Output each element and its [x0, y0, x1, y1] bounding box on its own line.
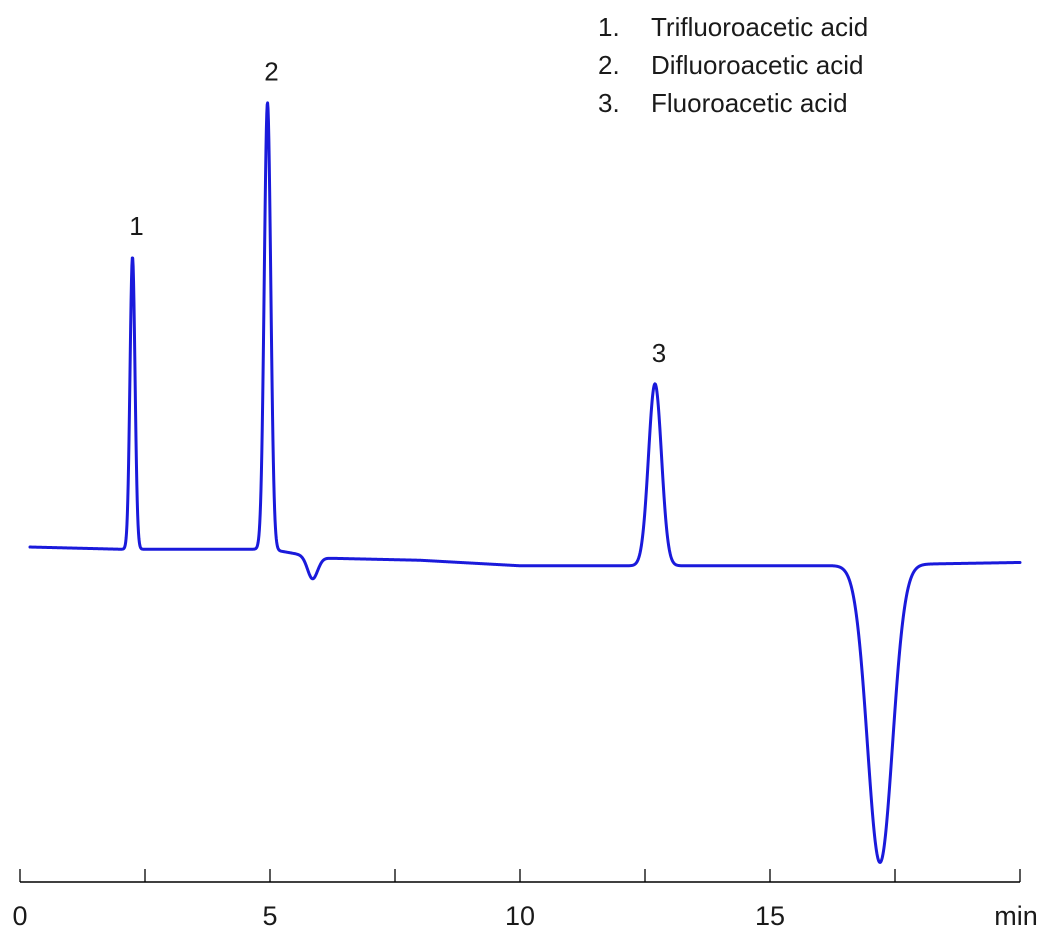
peak-label-3: 3: [652, 338, 666, 368]
x-tick-label-5: 5: [262, 901, 277, 931]
x-tick-label-15: 15: [755, 901, 785, 931]
legend: 1. Trifluoroacetic acid 2. Difluoroaceti…: [598, 12, 868, 118]
x-axis-tick-labels: 0 5 10 15 min: [12, 901, 1037, 931]
legend-name-2: Difluoroacetic acid: [651, 50, 863, 80]
peak-labels: 1 2 3: [129, 57, 666, 368]
x-axis-ticks: [19, 869, 1021, 882]
legend-number-1: 1.: [598, 12, 620, 42]
chromatogram-trace: [28, 101, 1022, 864]
peak-label-2: 2: [264, 57, 278, 87]
x-tick-label-0: 0: [12, 901, 27, 931]
legend-number-3: 3.: [598, 88, 620, 118]
x-tick-label-10: 10: [505, 901, 535, 931]
legend-name-1: Trifluoroacetic acid: [651, 12, 868, 42]
x-tick-label-min: min: [994, 901, 1038, 931]
peak-label-1: 1: [129, 211, 143, 241]
legend-number-2: 2.: [598, 50, 620, 80]
legend-name-3: Fluoroacetic acid: [651, 88, 848, 118]
